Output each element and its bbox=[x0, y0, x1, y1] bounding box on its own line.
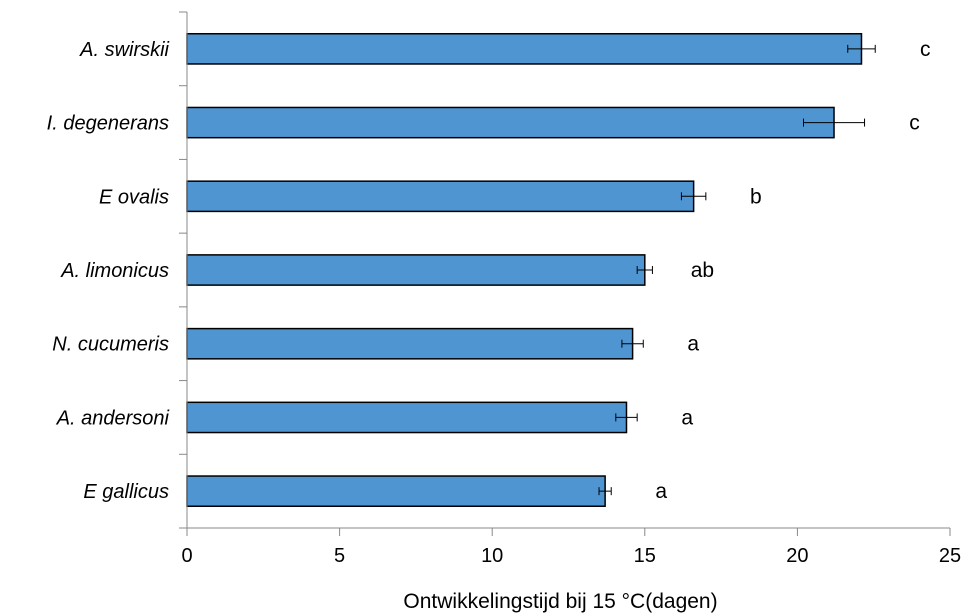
bars-layer bbox=[186, 32, 876, 508]
bar bbox=[186, 327, 634, 360]
category-label: I. degenerans bbox=[47, 113, 169, 135]
significance-label: b bbox=[750, 185, 762, 208]
category-label: A. limonicus bbox=[60, 260, 169, 282]
significance-label: c bbox=[920, 38, 931, 61]
x-tick-label: 20 bbox=[786, 545, 808, 567]
bar bbox=[186, 106, 835, 139]
bar bbox=[186, 180, 695, 213]
bar bbox=[186, 32, 863, 65]
bar bbox=[186, 254, 646, 286]
x-tick-label: 25 bbox=[939, 545, 961, 567]
significance-label: ab bbox=[691, 259, 714, 282]
x-tick-label: 15 bbox=[634, 545, 656, 567]
x-tick-label: 10 bbox=[481, 545, 503, 567]
category-label: A. andersoni bbox=[56, 407, 170, 429]
category-label: N. cucumeris bbox=[52, 334, 169, 356]
significance-label: c bbox=[909, 112, 920, 135]
significance-label: a bbox=[655, 480, 667, 503]
x-tick-label: 0 bbox=[181, 545, 192, 567]
axes-layer bbox=[179, 11, 951, 536]
category-label: E ovalis bbox=[99, 186, 169, 208]
category-label: A. swirskii bbox=[79, 39, 169, 61]
significance-label: a bbox=[681, 406, 693, 429]
bar bbox=[186, 401, 628, 434]
significance-label: a bbox=[687, 333, 699, 356]
labels-layer: 0 5 10 15 20 25 A. swirskii c I. degenerans c E ov… bbox=[47, 38, 961, 567]
bar bbox=[186, 475, 606, 508]
x-axis-title: Ontwikkelingstijd bij 15 °C(dagen) bbox=[403, 590, 717, 613]
x-tick-label: 5 bbox=[334, 545, 345, 567]
category-label: E gallicus bbox=[83, 481, 169, 503]
